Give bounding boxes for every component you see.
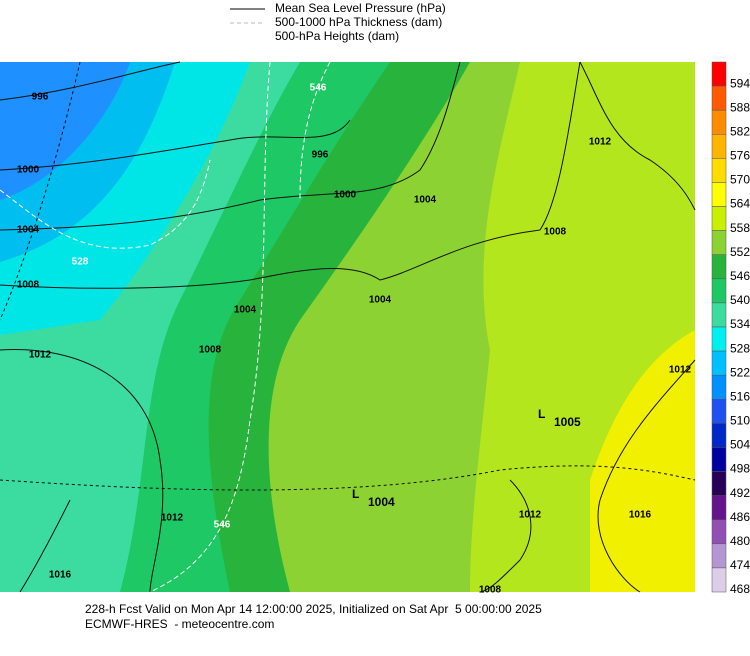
low-pressure: 1004	[368, 495, 395, 509]
colorbar-box	[711, 447, 727, 472]
isobar-label: 1008	[199, 345, 222, 356]
isobar-label: 1004	[369, 295, 392, 306]
thickness-label: 528	[72, 257, 89, 268]
isobar-label: 1016	[629, 510, 652, 521]
isobar-label: 1000	[17, 165, 40, 176]
colorbar-box	[711, 61, 727, 87]
isobars	[0, 61, 696, 593]
isobar-label: 1012	[161, 513, 184, 524]
low-symbol: L	[538, 407, 545, 421]
height-lines	[0, 61, 696, 491]
footer-line: ECMWF-HRES - meteocentre.com	[85, 617, 274, 631]
colorbar-box	[711, 134, 727, 159]
colorbar-label: 534	[730, 317, 750, 331]
colorbar-label: 486	[730, 510, 750, 524]
map: 996 1000 1004 1008 1012 996 1000 1004 1008 1012 10…	[0, 61, 696, 596]
region-522	[0, 62, 130, 200]
colorbar-box	[711, 109, 727, 135]
isobar-label: 1016	[49, 570, 72, 581]
colorbar-box	[711, 206, 727, 231]
thickness-lines	[0, 61, 331, 593]
colorbar-box	[711, 423, 727, 448]
colorbar-label: 570	[730, 173, 750, 187]
low-pressure: 1005	[554, 415, 581, 429]
colorbar-label: 480	[730, 534, 750, 548]
colorbar-box	[711, 326, 727, 352]
colorbar-label: 528	[730, 341, 750, 355]
isobar-label: 1008	[17, 280, 40, 291]
isobar-label: 1004	[414, 195, 437, 206]
low-symbol: L	[352, 487, 359, 501]
colorbar-label: 468	[730, 582, 750, 596]
colorbar-box	[711, 302, 727, 328]
colorbar-label: 498	[730, 462, 750, 476]
isobar-label: 996	[312, 150, 329, 161]
isobar-label: 1012	[519, 510, 542, 521]
colorbar-label: 576	[730, 149, 750, 163]
colorbar-label: 540	[730, 293, 750, 307]
legend-item: 500-hPa Heights (dam)	[275, 29, 399, 43]
colorbar-box	[711, 350, 727, 376]
colorbar: 594 588 582 576 570 564 558 552 546 540 534 528 522 5…	[711, 61, 750, 596]
colorbar-label: 564	[730, 197, 750, 211]
thickness-label: 546	[214, 520, 231, 531]
colorbar-box	[711, 374, 727, 400]
colorbar-box	[711, 158, 727, 183]
colorbar-label: 546	[730, 269, 750, 283]
isobar-label: 1004	[17, 225, 40, 236]
legend-item: 500-1000 hPa Thickness (dam)	[275, 15, 442, 29]
region-570	[590, 330, 695, 592]
isobar-label: 1012	[29, 350, 52, 361]
map-labels: 996 1000 1004 1008 1012 996 1000 1004 1008 1012 10…	[17, 83, 692, 596]
isobar-label: 1012	[589, 137, 612, 148]
footer-line: 228-h Fcst Valid on Mon Apr 14 12:00:00 …	[85, 602, 542, 616]
colorbar-label: 594	[730, 76, 750, 90]
colorbar-box	[711, 278, 727, 304]
colorbar-label: 558	[730, 221, 750, 235]
colorbar-label: 588	[730, 100, 750, 114]
colorbar-box	[711, 182, 727, 207]
colorbar-label: 474	[730, 558, 750, 572]
isobar-label: 1004	[234, 305, 257, 316]
thickness-label: 546	[310, 83, 327, 94]
colorbar-box	[711, 399, 727, 424]
isobar-label: 1008	[479, 585, 502, 596]
colorbar-label: 522	[730, 365, 750, 379]
colorbar-box	[711, 495, 727, 520]
colorbar-box	[711, 85, 727, 111]
legend-item: Mean Sea Level Pressure (hPa)	[275, 1, 446, 15]
isobar-label: 1008	[544, 227, 567, 238]
legend: Mean Sea Level Pressure (hPa) 500-1000 h…	[230, 1, 446, 43]
colorbar-label: 516	[730, 389, 750, 403]
colorbar-box	[711, 567, 727, 593]
colorbar-label: 510	[730, 414, 750, 428]
colorbar-box	[711, 254, 727, 280]
colorbar-box	[711, 230, 727, 255]
isobar-label: 1000	[334, 190, 357, 201]
colorbar-box	[711, 471, 727, 496]
colorbar-box	[711, 519, 727, 545]
colorbar-box	[711, 543, 727, 569]
isobar-label: 1012	[669, 365, 692, 376]
colorbar-label: 492	[730, 486, 750, 500]
isobar-label: 996	[32, 92, 49, 103]
colorbar-label: 504	[730, 438, 750, 452]
colorbar-label: 582	[730, 124, 750, 138]
colorbar-label: 552	[730, 245, 750, 259]
